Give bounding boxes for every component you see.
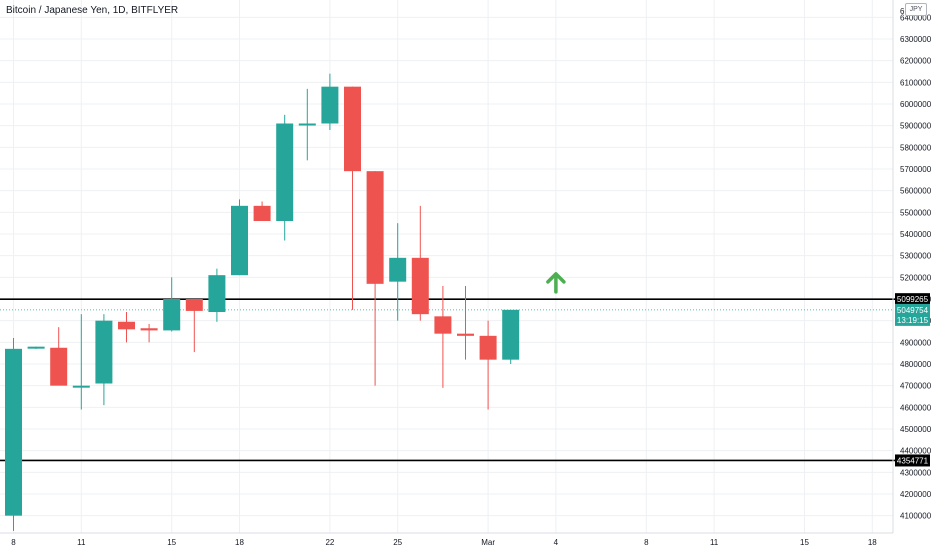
price-tick-label: 4100000 [900,512,932,521]
candle-body [163,299,181,331]
price-tick-label: 4900000 [900,338,932,347]
time-tick-label: 8 [11,538,16,547]
last-price-label: 5049754 [897,306,929,315]
price-tick-label: 4500000 [900,425,932,434]
candle-body [276,123,294,221]
price-tick-label: 4700000 [900,382,932,391]
horizontal-line-label-bg [895,293,930,306]
time-tick-label: 11 [710,538,719,547]
price-tick-label: 4300000 [900,468,932,477]
candle-body [50,347,68,386]
price-tick-label: 5700000 [900,165,932,174]
candle-body [185,299,203,311]
candle-body [253,205,271,221]
candle-body [434,316,452,334]
price-tick-label: 6000000 [900,100,932,109]
grid [0,0,893,533]
price-tick-label: 5900000 [900,122,932,131]
time-tick-label: 25 [393,538,402,547]
price-tick-label: 5400000 [900,230,932,239]
time-tick-label: 15 [167,538,176,547]
candle-body [344,86,361,172]
price-tick-label: 5200000 [900,273,932,282]
horizontal-lines [0,298,923,462]
price-tick-label: 4200000 [900,490,932,499]
candle-body [411,257,429,315]
chart-title: Bitcoin / Japanese Yen, 1D, BITFLYER [6,5,179,16]
horizontal-line-label: 5099265 [897,295,929,304]
time-tick-label: 18 [235,538,244,547]
time-tick-label: 18 [868,538,877,547]
price-tick-label: 6100000 [900,78,932,87]
time-tick-label: 11 [77,538,86,547]
price-tick-label: 5600000 [900,187,932,196]
candle-body [298,123,316,126]
candle-body [366,171,384,284]
price-tick-label: 5300000 [900,252,932,261]
time-tick-label: 4 [554,538,559,547]
candle-body [140,328,158,331]
time-tick-label: 15 [800,538,809,547]
candle-body [502,309,520,360]
currency-button[interactable]: JPY [905,3,927,16]
candle-body [27,346,45,349]
price-tick-label: 4400000 [900,447,932,456]
price-tick-label: 6300000 [900,35,932,44]
candles [5,73,520,531]
candle-body [231,205,248,276]
price-tick-label: 4800000 [900,360,932,369]
candle-body [389,257,407,282]
time-tick-label: 22 [325,538,334,547]
countdown-label: 13:19:15 [897,316,929,325]
price-tick-label: 5500000 [900,208,932,217]
candle-body [72,385,90,388]
price-tick-label: 6200000 [900,57,932,66]
candle-body [5,348,22,516]
price-tick-label: 4600000 [900,403,932,412]
price-tick-label: 5800000 [900,143,932,152]
time-tick-label: 8 [644,538,649,547]
horizontal-line-label-bg [895,454,930,467]
candle-body [208,275,226,312]
last-price-label-bg [895,303,930,326]
time-tick-label: Mar [481,538,495,547]
up-arrow-icon [546,272,566,294]
horizontal-line-label: 4354771 [897,456,929,465]
price-tick-label: 6 [900,7,905,16]
price-tick-label: 6400000 [900,13,932,22]
candle-body [457,333,474,336]
time-axis[interactable]: 8 11 15 18 22 25 Mar 4 8 11 15 18 [11,538,877,547]
candle-body [118,321,135,330]
candle-body [95,320,113,384]
candle-body [479,335,497,360]
price-axis[interactable]: 4100000 4200000 4300000 4400000 4500000 46000… [900,7,932,521]
candle-body [321,86,339,124]
